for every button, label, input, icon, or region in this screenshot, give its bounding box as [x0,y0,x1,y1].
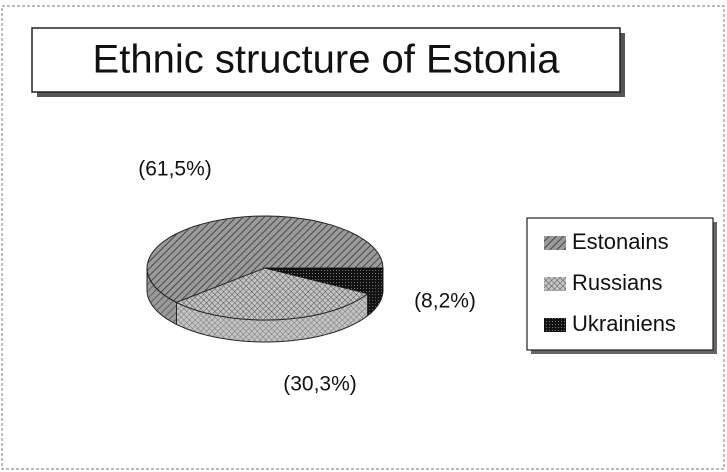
page-border [1,5,725,470]
data-label: (30,3%) [283,373,357,396]
data-label: (61,5%) [138,158,212,181]
slice-hatch [147,216,383,303]
slice-hatch [176,268,368,320]
title-box [31,27,621,93]
legend-label: Russians [572,270,662,295]
slice-hatch [265,268,383,294]
chart-title: Ethnic structure of Estonia [93,38,561,82]
legend-swatch-hatch [544,318,566,332]
legend-swatch-hatch [544,236,566,250]
legend-swatch-hatch [544,277,566,291]
data-label: (8,2%) [414,290,476,313]
slice-side-hatch [147,268,177,325]
slice-side-hatch [367,268,383,316]
legend-label: Ukrainiens [572,311,676,336]
legend-label: Estonains [572,229,669,254]
slice-side-hatch [176,293,368,342]
